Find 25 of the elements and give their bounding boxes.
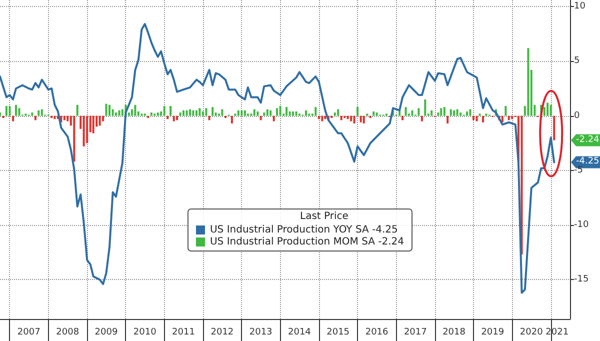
x-tick-label: 2008 xyxy=(56,328,80,338)
x-tick-label: 2018 xyxy=(442,328,466,338)
annotation: -2.24 xyxy=(576,134,600,145)
y-tick-label: 10 xyxy=(574,2,586,12)
y-tick-label: 5 xyxy=(574,56,580,66)
x-tick-label: 2013 xyxy=(249,328,272,338)
x-tick-label: 2017 xyxy=(404,328,427,338)
x-tick-label: 2011 xyxy=(172,328,195,338)
y-tick-label: 0 xyxy=(574,110,580,121)
x-tick-label: 2019 xyxy=(481,328,504,338)
x-tick-label: 2012 xyxy=(210,328,234,338)
legend-title: Last Price xyxy=(300,211,348,222)
x-tick-label: 2007 xyxy=(17,328,40,338)
x-tick-label: 2016 xyxy=(365,328,389,338)
x-tick-label: 2009 xyxy=(94,328,118,338)
x-tick-label: 2015 xyxy=(326,328,350,338)
y-tick-label: -15 xyxy=(574,274,589,285)
y-tick-label: -10 xyxy=(574,220,589,230)
annotation: -4.25 xyxy=(576,156,600,167)
x-tick-label: 2020 xyxy=(520,328,544,338)
legend-label: US Industrial Production YOY SA -4.25 xyxy=(210,224,398,236)
y-tick-label: -5 xyxy=(574,165,583,176)
x-tick-label: 2014 xyxy=(288,328,312,338)
legend-label: US Industrial Production MOM SA -2.24 xyxy=(210,236,404,248)
x-tick-label: 2010 xyxy=(133,328,157,338)
